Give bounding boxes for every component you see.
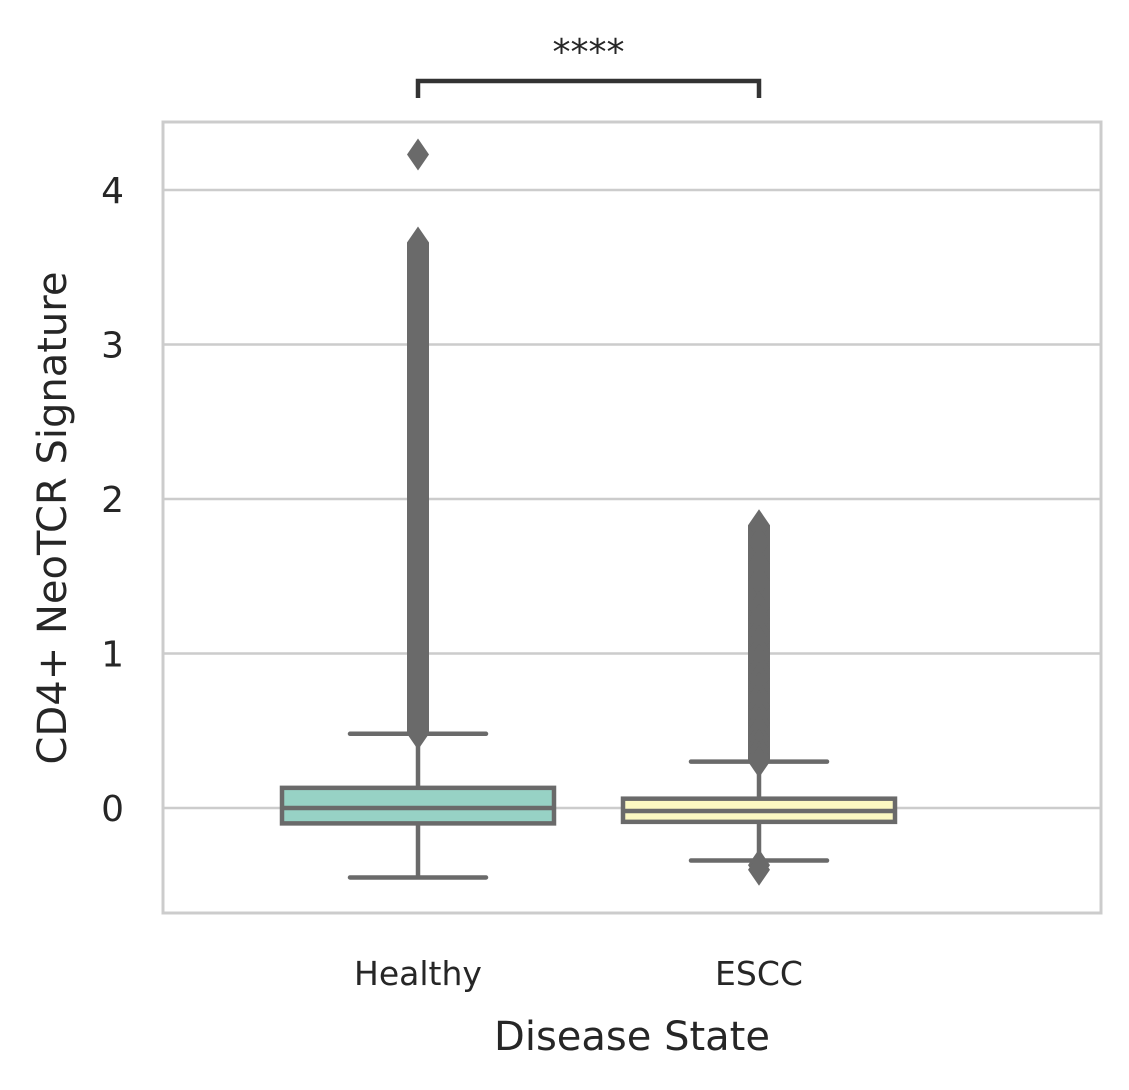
outlier-escc-2 [748,547,770,580]
y-tick-labels: 0 1 2 3 4 [101,171,124,830]
box-iqr-healthy [279,785,557,826]
x-tick-labels: Healthy ESCC [354,954,803,993]
significance-label: **** [553,32,625,73]
plot-frame [161,120,1103,915]
outlier-healthy-0 [407,138,429,171]
y-tick-label-3: 3 [101,325,124,366]
x-axis-title: Disease State [494,1014,770,1060]
box-series [279,138,898,886]
outlier-escc-1 [748,526,770,559]
box-healthy [279,138,557,880]
significance-bracket [415,78,762,98]
x-tick-label-escc: ESCC [715,954,803,993]
y-tick-label-4: 4 [101,171,124,212]
y-tick-label-0: 0 [101,789,124,830]
gridlines [163,188,1101,810]
outlier-escc-3 [748,564,770,597]
significance-annotation: **** [415,32,762,98]
y-tick-label-1: 1 [101,634,124,675]
outlier-escc-0 [748,509,770,542]
box-escc [620,509,898,886]
x-tick-label-healthy: Healthy [354,954,482,993]
y-tick-label-2: 2 [101,480,124,521]
y-axis-title: CD4+ NeoTCR Signature [30,272,76,765]
